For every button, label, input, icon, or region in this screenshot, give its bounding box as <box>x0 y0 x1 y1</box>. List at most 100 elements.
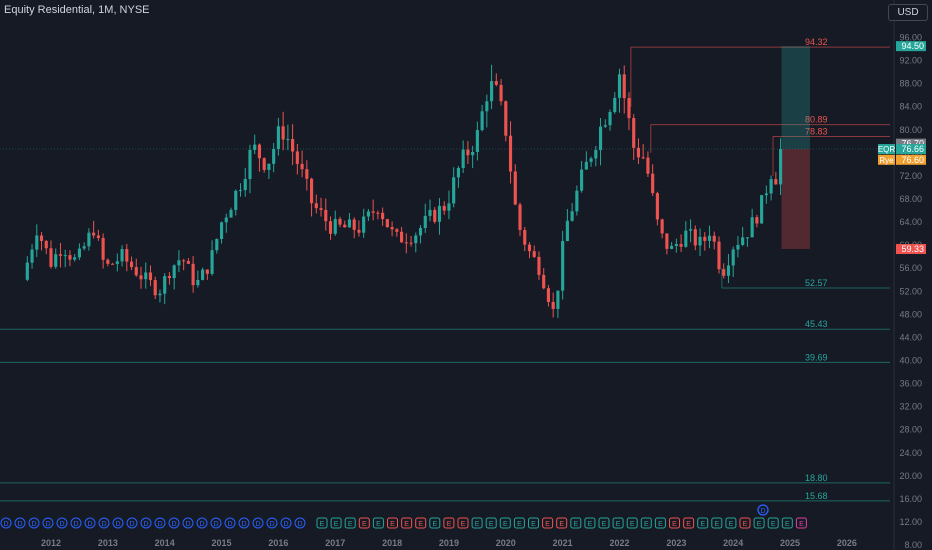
candle-body[interactable] <box>551 301 555 309</box>
candle-body[interactable] <box>120 249 124 262</box>
candle-body[interactable] <box>276 126 280 149</box>
candle-body[interactable] <box>87 232 91 247</box>
candle-body[interactable] <box>423 215 427 228</box>
earnings-event-icon[interactable] <box>612 517 624 529</box>
candle-body[interactable] <box>134 267 138 276</box>
candle-body[interactable] <box>717 241 721 270</box>
candle-body[interactable] <box>163 276 167 294</box>
candle-body[interactable] <box>172 265 176 279</box>
candle-body[interactable] <box>243 179 247 191</box>
dividend-event-icon[interactable] <box>182 517 194 529</box>
candle-body[interactable] <box>148 272 153 281</box>
candle-body[interactable] <box>722 269 726 276</box>
dividend-event-icon[interactable] <box>0 517 12 529</box>
candle-body[interactable] <box>158 293 162 296</box>
candle-body[interactable] <box>267 163 271 170</box>
candle-body[interactable] <box>328 221 333 234</box>
candle-body[interactable] <box>139 275 143 280</box>
candle-body[interactable] <box>215 239 219 251</box>
candle-body[interactable] <box>129 261 134 268</box>
earnings-event-icon[interactable] <box>429 517 441 529</box>
candle-body[interactable] <box>641 157 645 159</box>
candle-body[interactable] <box>309 178 314 204</box>
candle-body[interactable] <box>234 190 238 210</box>
earnings-event-icon[interactable] <box>457 517 469 529</box>
candle-body[interactable] <box>636 147 641 158</box>
candle-body[interactable] <box>504 101 508 136</box>
candle-body[interactable] <box>627 98 631 119</box>
earnings-event-icon[interactable] <box>542 517 554 529</box>
earnings-event-icon[interactable] <box>767 517 779 529</box>
candle-body[interactable] <box>58 254 63 256</box>
candle-body[interactable] <box>556 290 560 309</box>
candle-body[interactable] <box>390 227 394 230</box>
candle-body[interactable] <box>508 135 513 172</box>
candle-body[interactable] <box>774 179 778 185</box>
candle-body[interactable] <box>54 254 58 267</box>
candle-body[interactable] <box>760 195 764 224</box>
candle-body[interactable] <box>343 224 347 228</box>
candle-body[interactable] <box>272 148 276 164</box>
candle-body[interactable] <box>418 227 423 236</box>
earnings-event-icon[interactable] <box>598 517 610 529</box>
candle-body[interactable] <box>693 229 697 246</box>
candle-body[interactable] <box>452 177 456 204</box>
earnings-event-icon[interactable] <box>485 517 497 529</box>
candle-body[interactable] <box>196 279 200 286</box>
candle-body[interactable] <box>707 235 712 241</box>
candle-body[interactable] <box>77 248 81 258</box>
candle-body[interactable] <box>63 255 67 257</box>
candle-body[interactable] <box>741 237 745 245</box>
dividend-event-icon[interactable] <box>112 517 124 529</box>
candle-body[interactable] <box>456 167 460 178</box>
candle-body[interactable] <box>632 118 636 148</box>
candle-body[interactable] <box>92 232 96 236</box>
candle-body[interactable] <box>357 229 361 233</box>
candle-body[interactable] <box>523 229 527 245</box>
earnings-event-icon[interactable] <box>711 517 723 529</box>
earnings-event-icon[interactable] <box>443 517 455 529</box>
earnings-event-icon[interactable] <box>640 517 652 529</box>
candle-body[interactable] <box>613 97 617 113</box>
candle-body[interactable] <box>381 212 385 220</box>
candle-body[interactable] <box>608 112 612 126</box>
candle-body[interactable] <box>101 238 105 260</box>
candle-body[interactable] <box>305 169 309 179</box>
candle-body[interactable] <box>703 236 707 241</box>
candle-body[interactable] <box>622 74 626 99</box>
dividend-event-icon[interactable] <box>70 517 82 529</box>
candle-body[interactable] <box>30 249 34 263</box>
candle-body[interactable] <box>561 241 565 291</box>
candle-body[interactable] <box>603 125 607 127</box>
candle-body[interactable] <box>210 250 214 274</box>
candle-body[interactable] <box>376 212 380 214</box>
position-target-zone[interactable] <box>781 46 810 150</box>
candle-body[interactable] <box>575 190 579 212</box>
candle-body[interactable] <box>726 265 731 276</box>
candle-body[interactable] <box>570 211 574 221</box>
dividend-event-icon[interactable] <box>28 517 40 529</box>
earnings-event-icon[interactable] <box>683 517 695 529</box>
candle-body[interactable] <box>333 218 337 234</box>
candle-body[interactable] <box>679 244 683 247</box>
candle-body[interactable] <box>111 263 115 265</box>
dividend-event-icon[interactable] <box>196 517 208 529</box>
candle-body[interactable] <box>257 144 262 159</box>
candle-body[interactable] <box>750 217 754 238</box>
candle-body[interactable] <box>96 235 100 239</box>
candle-body[interactable] <box>480 111 484 131</box>
candle-body[interactable] <box>314 203 318 209</box>
candle-body[interactable] <box>779 149 783 185</box>
candle-body[interactable] <box>532 251 536 257</box>
candle-body[interactable] <box>338 218 342 225</box>
dividend-event-icon[interactable] <box>84 517 96 529</box>
candle-body[interactable] <box>352 219 356 230</box>
dividend-event-icon[interactable] <box>280 517 292 529</box>
candle-body[interactable] <box>688 229 693 231</box>
candle-body[interactable] <box>542 274 546 289</box>
dividend-event-icon[interactable] <box>154 517 166 529</box>
dividend-event-icon[interactable] <box>238 517 250 529</box>
candle-body[interactable] <box>324 209 328 222</box>
candle-body[interactable] <box>499 84 503 102</box>
candle-body[interactable] <box>617 74 622 98</box>
